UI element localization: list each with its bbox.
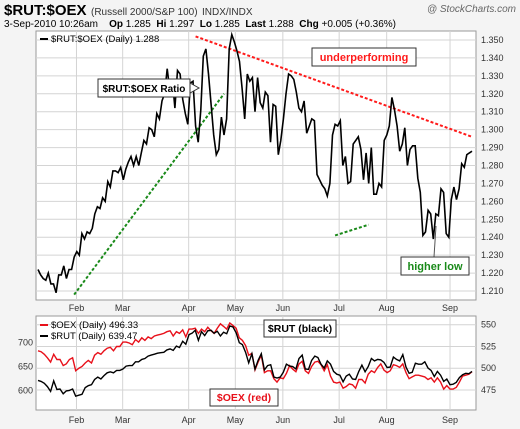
top-y-tick-label: 1.300: [481, 125, 504, 135]
bottom-x-tick-label: Sep: [442, 415, 458, 425]
hi-label: Hi: [156, 19, 167, 30]
top-y-tick-label: 1.350: [481, 35, 504, 45]
top-x-tick-label: Apr: [182, 303, 196, 313]
trendline-support: [73, 93, 225, 296]
exchange-label: INDX/INDX: [201, 7, 253, 18]
top-x-tick-label: Jul: [333, 303, 345, 313]
higher-low-pointer: [433, 225, 437, 258]
top-y-tick-label: 1.280: [481, 161, 504, 171]
bottom-right-tick-label: 525: [481, 341, 496, 351]
bottom-x-tick-label: May: [227, 415, 245, 425]
top-x-tick-label: May: [227, 303, 245, 313]
ratio-label-pointer: [189, 82, 201, 94]
top-x-tick-label: Sep: [442, 303, 458, 313]
top-y-tick-label: 1.290: [481, 143, 504, 153]
bottom-x-tick-label: Jul: [333, 415, 345, 425]
trendline-higher-low: [334, 223, 369, 237]
top-y-tick-label: 1.240: [481, 232, 504, 242]
top-y-tick-label: 1.270: [481, 178, 504, 188]
trendline-resistance: [195, 35, 473, 138]
top-x-tick-label: Aug: [379, 303, 395, 313]
chart-header: $RUT:$OEX (Russell 2000/S&P 100) INDX/IN…: [4, 2, 516, 32]
ratio-series-line: [37, 31, 473, 294]
bottom-x-tick-label: Aug: [379, 415, 395, 425]
top-y-tick-label: 1.340: [481, 53, 504, 63]
symbol-description: (Russell 2000/S&P 100): [90, 7, 198, 18]
symbol-title: $RUT:$OEX: [4, 2, 87, 19]
top-y-tick-label: 1.310: [481, 107, 504, 117]
top-y-tick-label: 1.320: [481, 89, 504, 99]
chg-value: +0.005 (+0.36%): [321, 19, 397, 30]
hi-value: 1.297: [169, 19, 195, 30]
top-y-tick-label: 1.330: [481, 71, 504, 81]
bottom-right-tick-label: 475: [481, 385, 496, 395]
underperforming-box: [311, 47, 417, 67]
top-y-tick-label: 1.260: [481, 196, 504, 206]
bottom-x-tick-label: Apr: [182, 415, 196, 425]
top-x-tick-label: Feb: [69, 303, 85, 313]
top-y-tick-label: 1.220: [481, 268, 504, 278]
top-x-tick-label: Jun: [276, 303, 291, 313]
bottom-x-tick-label: Mar: [115, 415, 131, 425]
bottom-left-tick-label: 650: [18, 362, 33, 372]
chg-label: Chg: [299, 19, 319, 30]
rut-series-line: [37, 325, 473, 398]
rut-label-box: [263, 319, 337, 338]
brand-label: @ StockCharts.com: [426, 4, 516, 15]
ratio-annotation: $RUT:$OEX Ratio: [103, 84, 186, 95]
oex-annotation: $OEX (red): [217, 392, 271, 404]
top-y-tick-label: 1.250: [481, 214, 504, 224]
quote-line: 3-Sep-2010 10:26am Op 1.285 Hi 1.297 Lo …: [4, 19, 396, 30]
underperforming-annotation: underperforming: [320, 52, 409, 64]
top-x-tick-label: Mar: [115, 303, 131, 313]
bottom-right-tick-label: 550: [481, 320, 496, 330]
rut-legend-label: $RUT (Daily) 639.47: [51, 331, 137, 342]
last-value: 1.288: [268, 19, 294, 30]
last-label: Last: [245, 19, 266, 30]
bottom-x-tick-label: Jun: [276, 415, 291, 425]
higher-low-annotation: higher low: [408, 261, 463, 273]
bottom-left-tick-label: 600: [18, 385, 33, 395]
lo-label: Lo: [199, 19, 212, 30]
top-y-tick-label: 1.230: [481, 250, 504, 260]
oex-label-box: [209, 388, 279, 407]
bottom-x-tick-label: Feb: [69, 415, 85, 425]
op-label: Op: [109, 19, 123, 30]
bottom-right-tick-label: 500: [481, 363, 496, 373]
lo-value: 1.285: [214, 19, 240, 30]
bottom-left-tick-label: 700: [18, 338, 33, 348]
higher-low-box: [400, 256, 470, 276]
quote-date: 3-Sep-2010 10:26am: [4, 19, 98, 30]
op-value: 1.285: [125, 19, 151, 30]
top-y-tick-label: 1.210: [481, 286, 504, 296]
rut-annotation: $RUT (black): [268, 323, 332, 335]
oex-legend-label: $OEX (Daily) 496.33: [51, 320, 138, 331]
top-legend-label: $RUT:$OEX (Daily) 1.288: [51, 34, 159, 45]
